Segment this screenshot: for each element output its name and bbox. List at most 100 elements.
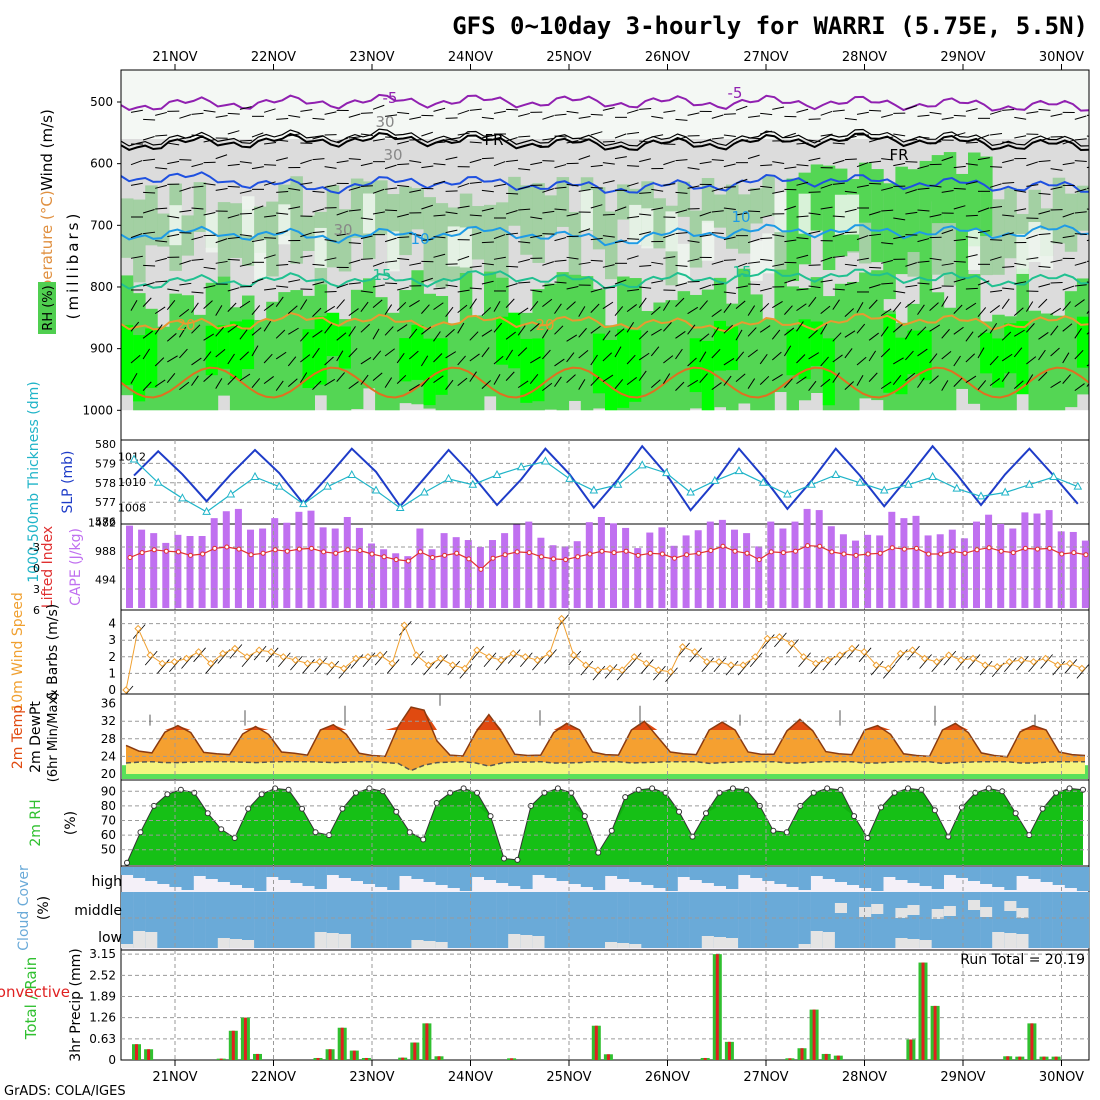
rh-patch [859, 162, 872, 223]
isotherm-line [121, 311, 1089, 333]
wind-barb [578, 188, 591, 192]
cape-bar [210, 518, 218, 608]
wind-barb [203, 212, 216, 216]
rh-patch [762, 176, 775, 217]
wind-barb [663, 256, 676, 259]
wind-barb [396, 374, 407, 384]
cloud-low-gap [617, 943, 630, 948]
wind-barb [1062, 323, 1073, 332]
wind-barb [1038, 137, 1051, 142]
wind-barb [409, 300, 420, 308]
wind-barb [844, 308, 855, 318]
wind-barb [675, 232, 688, 235]
rh-dry [278, 204, 291, 245]
wind-barb [529, 301, 539, 311]
thickness-point [153, 477, 163, 486]
wind-barb [856, 184, 869, 188]
wind-barb [627, 132, 640, 135]
wind-barb [372, 372, 383, 382]
wind-barb [1026, 257, 1039, 260]
precip-panel: 00.631.261.892.523.15 Total / Rain Conve… [0, 947, 1090, 1067]
cape-bar [295, 511, 303, 608]
wind-barb [495, 655, 509, 671]
lifted-point [357, 548, 363, 553]
cloud-high [447, 867, 460, 888]
temp-line [125, 706, 1086, 758]
wind-barb [179, 282, 192, 286]
thickness-point [541, 456, 550, 465]
wind-barb [701, 657, 715, 673]
wind-barb [542, 137, 555, 141]
wind-barb [299, 299, 308, 310]
wind-barb [771, 329, 781, 340]
wind-barb [348, 136, 361, 139]
wind-barb [592, 665, 606, 681]
lifted-point [526, 550, 532, 556]
wind-barb [917, 136, 930, 139]
wind-barb [1014, 208, 1027, 212]
precip-conv-bar [1042, 1056, 1046, 1060]
wind-barb [433, 107, 446, 112]
wind-barb [130, 372, 138, 384]
cape-bar [343, 516, 351, 608]
wind-barb [917, 348, 928, 357]
rh2m-point [824, 785, 831, 792]
wind-barb [362, 652, 376, 668]
wind-barb [955, 655, 969, 671]
wind-barb [191, 324, 201, 334]
wind-barb [590, 113, 603, 116]
wind-barb [530, 356, 541, 364]
rh-dry [701, 220, 715, 261]
wind-barb [735, 300, 746, 310]
wind10-point [279, 653, 288, 661]
wind-barb [796, 303, 807, 312]
wind10-point [364, 653, 372, 661]
cloud-low-gap [1016, 934, 1029, 948]
wind-barb [931, 657, 945, 673]
wind-barb [602, 213, 615, 216]
wind-barb [264, 164, 277, 166]
wind-barb [312, 281, 325, 286]
cloud-mid [121, 892, 134, 948]
wind-barb [445, 156, 458, 161]
precip-conv-bar [328, 1049, 332, 1060]
wind10-point [678, 643, 687, 651]
cloud-mid [641, 892, 654, 948]
wind-barb [457, 304, 468, 314]
wind-barb [507, 649, 521, 664]
wind-barb [941, 380, 949, 391]
wind-barb [193, 647, 206, 663]
wind-barb [203, 300, 213, 310]
wind-barb [965, 375, 977, 384]
precip-conv-bar [1054, 1056, 1058, 1060]
wind-barb [602, 180, 615, 184]
cloud-high [278, 867, 291, 880]
rh-patch [786, 329, 799, 376]
wind10-point [799, 653, 808, 661]
wind-barb [627, 289, 640, 292]
wind-barb [1038, 233, 1051, 236]
rh2m-tick: 60 [101, 828, 116, 842]
wind-barb [421, 304, 430, 314]
wind-barb [929, 302, 939, 312]
wind-barb [493, 234, 506, 240]
cloud-mid-gap [895, 908, 908, 918]
wind-barb [554, 164, 567, 169]
wind10-point [485, 653, 493, 661]
lifted-point [611, 550, 617, 556]
wind-barb [760, 164, 773, 167]
wind-barb [796, 108, 809, 113]
rh-patch [205, 325, 219, 376]
wind-barb [505, 210, 518, 215]
wind-barb [602, 301, 614, 310]
temp-tick: 20 [101, 767, 116, 781]
thickness-point [831, 469, 841, 479]
wind-barb [760, 185, 773, 189]
wind-barb [166, 300, 176, 310]
wind-barb [614, 279, 627, 285]
wind10-point [1005, 658, 1014, 666]
